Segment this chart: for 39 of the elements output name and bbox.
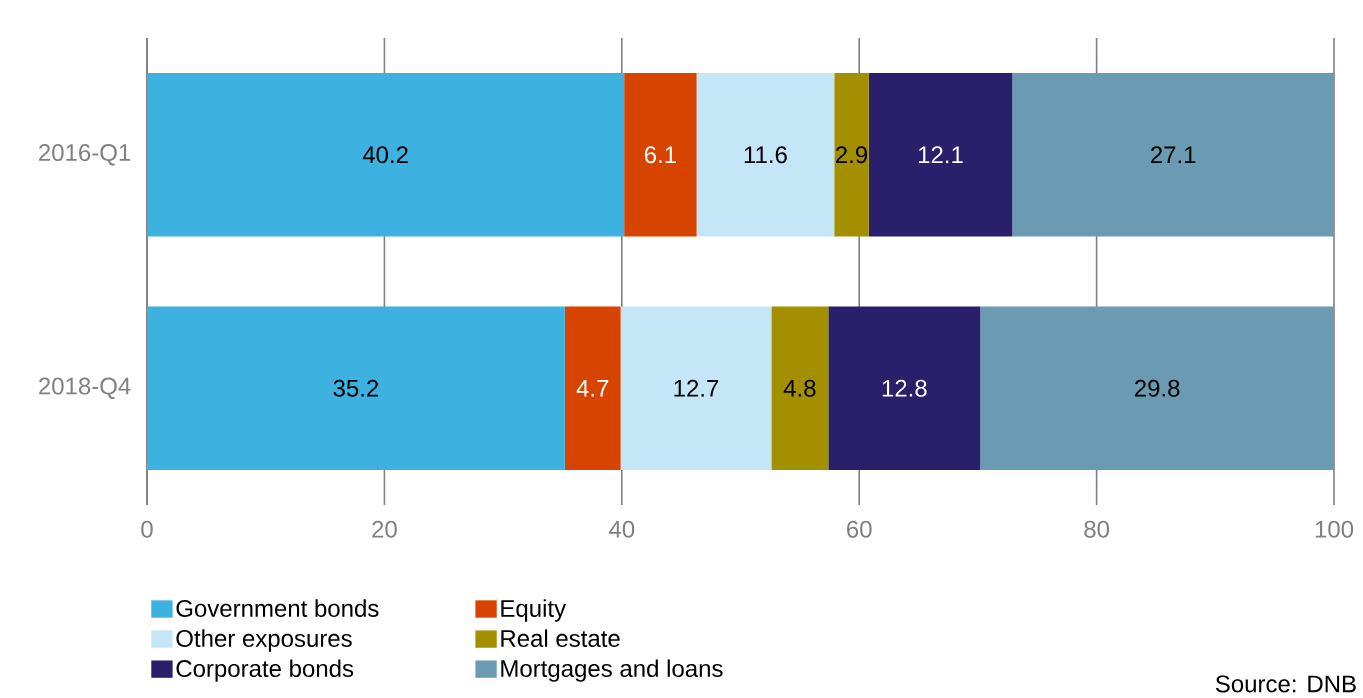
bar <box>564 306 621 470</box>
bar <box>980 306 1335 470</box>
data-label: 29.8 <box>1135 379 1180 397</box>
bar <box>868 73 1013 237</box>
legend-label: Other exposures <box>176 629 352 652</box>
x-tick-label: 20 <box>372 520 397 538</box>
y-tick-label: 2016-Q1 <box>39 144 131 166</box>
bar <box>834 73 869 237</box>
legend-label: Mortgages and loans <box>501 659 723 682</box>
bar <box>147 73 625 237</box>
data-label: 12.8 <box>882 379 927 397</box>
x-tick-label: 40 <box>609 520 635 538</box>
bar <box>147 306 565 470</box>
data-label: 12.1 <box>918 146 963 164</box>
source-note: Source: DNB <box>1215 675 1356 693</box>
data-label: 4.7 <box>576 379 609 397</box>
data-label: 40.2 <box>362 146 408 164</box>
data-label: 27.1 <box>1151 146 1196 164</box>
bar <box>624 73 697 237</box>
legend-label: Government bonds <box>176 599 379 617</box>
legend-label: Equity <box>501 599 567 622</box>
y-tick-label: 2018-Q4 <box>39 377 131 399</box>
bar <box>771 306 829 470</box>
data-label: 4.8 <box>783 379 816 397</box>
data-label: 6.1 <box>644 146 676 164</box>
bar <box>696 73 835 237</box>
bar <box>1012 73 1335 237</box>
bar <box>828 306 981 470</box>
x-tick-label: 100 <box>1315 520 1354 538</box>
bar <box>620 306 772 470</box>
x-tick-label: 60 <box>847 520 872 538</box>
data-label: 12.7 <box>674 379 719 397</box>
data-label: 11.6 <box>744 146 787 164</box>
legend-label: Real estate <box>501 629 620 647</box>
x-tick-label: 0 <box>141 520 153 538</box>
data-label: 2.9 <box>836 146 868 164</box>
legend-label: Corporate bonds <box>176 659 354 682</box>
x-tick-label: 80 <box>1084 520 1110 538</box>
data-label: 35.2 <box>333 379 379 397</box>
